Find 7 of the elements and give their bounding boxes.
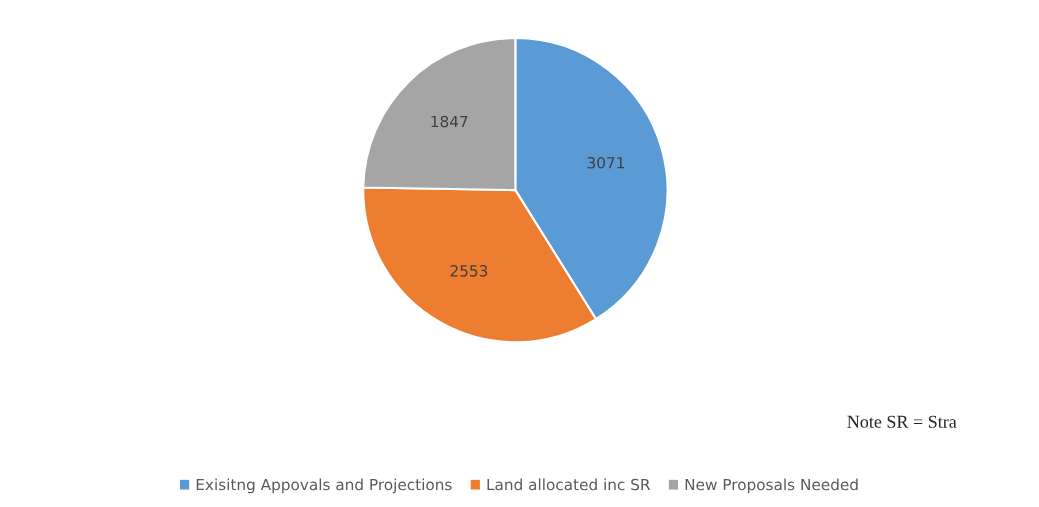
data-label: 2553 — [450, 265, 488, 277]
data-label: 3071 — [587, 156, 625, 169]
legend-label: Land allocated inc SR — [487, 478, 651, 491]
text: Note SR = Stra — [847, 415, 957, 428]
legend-label: Exisitng Appovals and Projections — [196, 478, 452, 494]
data-label: 1847 — [431, 115, 468, 128]
legend-label: New Proposals Needed — [685, 478, 858, 494]
